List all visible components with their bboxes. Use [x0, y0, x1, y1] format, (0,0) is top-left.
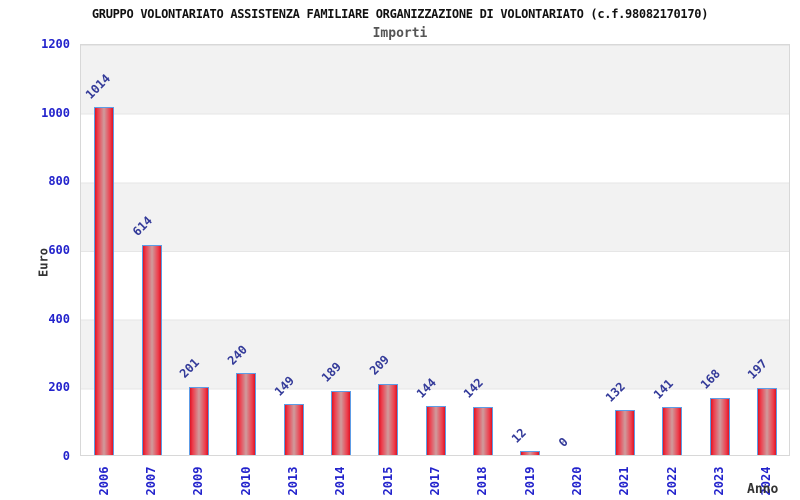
y-tick-label: 200: [48, 380, 70, 395]
x-tick-label: 2014: [333, 466, 348, 496]
bar-value-label: 201: [177, 355, 203, 381]
x-tick-label: 2017: [428, 466, 442, 496]
bar: [425, 406, 446, 455]
bar: [283, 404, 304, 455]
bar-value-label: 240: [224, 342, 250, 368]
bar-value-label: 142: [461, 375, 487, 401]
bar-value-label: 12: [508, 425, 529, 446]
y-tick-label: 1000: [41, 105, 70, 120]
chart-subtitle: Importi: [372, 26, 428, 41]
x-tick-label: 2020: [570, 466, 584, 496]
bar: [472, 406, 493, 455]
bar-value-label: 189: [319, 359, 345, 385]
bar: [614, 410, 635, 455]
y-tick-label: 0: [62, 449, 70, 463]
bar: [520, 451, 541, 455]
x-axis-title: Anno: [747, 482, 779, 497]
x-tick-label: 2018: [475, 466, 490, 496]
bar: [330, 390, 351, 455]
bar: [236, 373, 257, 455]
bar-value-label: 0: [555, 434, 571, 450]
bar: [709, 397, 730, 455]
plot-area: 1014 614 201 240 149 189 209 144 142 12 0 132 141 168…: [80, 44, 790, 456]
x-tick-label: 2021: [617, 466, 632, 496]
x-tick-label: 2009: [191, 466, 206, 496]
bar-value-label: 197: [745, 356, 771, 383]
bar: [756, 387, 777, 455]
bar: [662, 407, 683, 455]
bar-value-label: 209: [366, 352, 392, 378]
bar-value-label: 614: [129, 213, 156, 239]
bar: [188, 386, 209, 455]
x-tick-label: 2019: [522, 466, 537, 496]
x-tick-label: 2013: [286, 466, 300, 496]
y-tick-label: 600: [48, 243, 70, 257]
y-axis-title: Euro: [36, 248, 51, 277]
x-tick-label: 2015: [380, 466, 395, 496]
y-tick-label: 1200: [41, 37, 70, 51]
bar-value-label: 1014: [82, 71, 113, 102]
bar: [141, 244, 162, 455]
y-tick-label: 800: [48, 174, 70, 189]
chart-title: GRUPPO VOLONTARIATO ASSISTENZA FAMILIARE…: [91, 7, 709, 21]
bar-value-label: 144: [413, 375, 440, 401]
bar-value-label: 132: [603, 379, 629, 405]
x-tick-label: 2023: [712, 466, 726, 496]
y-tick-label: 400: [48, 311, 70, 326]
bar-value-label: 141: [650, 376, 676, 402]
bar: [94, 107, 115, 455]
x-tick-label: 2010: [238, 466, 253, 496]
bar: [378, 383, 399, 455]
x-tick-label: 2006: [96, 466, 111, 496]
bar-value-label: 168: [697, 366, 724, 393]
bar-value-label: 149: [271, 373, 298, 399]
x-tick-label: 2007: [144, 466, 158, 496]
x-tick-label: 2022: [664, 466, 679, 496]
